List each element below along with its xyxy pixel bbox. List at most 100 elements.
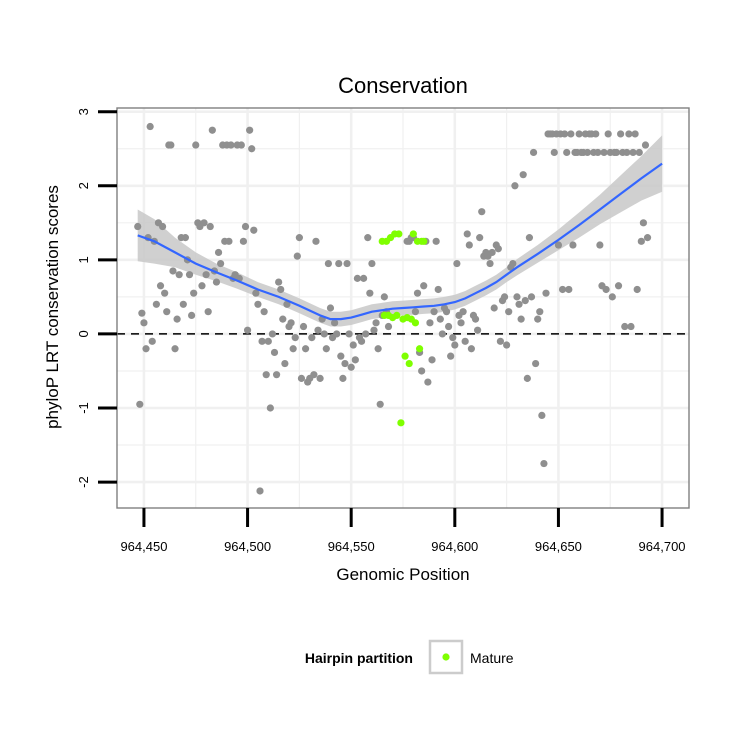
data-point — [515, 300, 523, 308]
mature-point — [415, 345, 424, 353]
data-point — [631, 130, 639, 138]
data-point — [451, 341, 459, 349]
data-point — [260, 308, 268, 316]
data-point — [175, 271, 183, 279]
mature-point — [409, 230, 417, 238]
mature-point — [395, 230, 403, 238]
data-point — [337, 352, 345, 360]
data-point — [413, 289, 422, 297]
data-point — [592, 130, 600, 138]
data-point — [447, 352, 455, 360]
data-point — [268, 330, 277, 338]
data-point — [436, 315, 444, 323]
x-tick-label: 964,450 — [120, 539, 167, 554]
y-tick-label: 0 — [76, 330, 91, 337]
data-point — [204, 308, 212, 316]
data-point — [430, 308, 438, 316]
data-point — [600, 148, 608, 157]
data-point — [250, 226, 258, 234]
x-tick-label: 964,650 — [535, 539, 582, 554]
data-point — [241, 222, 250, 231]
data-point — [360, 274, 368, 282]
data-point — [146, 122, 154, 131]
data-point — [602, 285, 610, 294]
data-point — [270, 348, 279, 357]
data-point — [297, 374, 306, 382]
data-point — [198, 282, 206, 290]
mature-point — [393, 311, 401, 320]
data-point — [380, 293, 388, 301]
data-point — [438, 330, 446, 338]
data-point — [312, 237, 320, 245]
data-point — [324, 259, 332, 268]
data-point — [432, 237, 440, 245]
data-point — [156, 282, 165, 290]
legend-label-mature: Mature — [470, 650, 514, 666]
data-point — [335, 259, 343, 268]
chart-title: Conservation — [338, 73, 468, 98]
data-point — [206, 222, 214, 231]
data-point — [287, 319, 295, 327]
data-point — [509, 259, 517, 268]
x-tick-label: 964,550 — [328, 539, 375, 554]
data-point — [476, 234, 484, 242]
data-point — [169, 267, 177, 275]
data-point — [461, 337, 469, 345]
data-point — [138, 309, 146, 317]
y-tick-label: 1 — [76, 256, 91, 263]
panel-border — [116, 107, 690, 509]
data-point — [558, 285, 567, 294]
data-point — [534, 315, 542, 323]
data-point — [596, 241, 604, 249]
data-point — [623, 148, 631, 157]
data-point — [517, 315, 525, 323]
data-point — [374, 345, 382, 353]
data-point — [540, 459, 548, 468]
data-point — [370, 326, 378, 334]
data-point — [567, 130, 575, 138]
data-point — [148, 337, 156, 345]
legend-title: Hairpin partition — [305, 650, 413, 666]
data-point — [376, 400, 384, 408]
data-point — [272, 371, 281, 379]
data-point — [503, 341, 511, 349]
x-tick-label: 964,500 — [224, 539, 271, 554]
data-point — [243, 326, 252, 334]
data-point — [523, 374, 531, 382]
data-point — [181, 234, 189, 242]
data-point — [614, 282, 623, 290]
x-axis: 964,450 964,500 964,550 964,600 964,650 964,7… — [120, 508, 686, 554]
data-point — [525, 234, 534, 242]
data-point — [420, 282, 428, 290]
legend: Hairpin partition Mature — [305, 639, 514, 675]
data-point — [161, 289, 169, 297]
data-point — [239, 237, 248, 245]
y-tick-label: 2 — [76, 182, 91, 189]
y-axis-label: phyloP LRT conservation scores — [43, 185, 62, 429]
data-point — [281, 359, 289, 368]
data-point — [310, 371, 318, 379]
data-point — [426, 319, 434, 327]
data-point — [214, 248, 223, 257]
data-point — [621, 322, 629, 331]
data-point — [594, 148, 602, 157]
data-point — [252, 289, 260, 297]
data-point — [308, 334, 316, 342]
data-point — [343, 259, 351, 268]
data-point — [434, 285, 442, 294]
data-point — [496, 337, 505, 345]
mature-point — [397, 419, 405, 427]
data-point — [424, 378, 432, 386]
data-point — [471, 315, 480, 323]
data-point — [254, 300, 262, 308]
data-point — [283, 300, 291, 308]
data-point — [326, 304, 335, 312]
data-point — [641, 141, 650, 149]
data-point — [519, 171, 527, 179]
data-point — [428, 356, 436, 364]
data-point — [465, 241, 473, 249]
data-point — [453, 259, 461, 268]
x-tick-label: 964,600 — [431, 539, 478, 554]
data-point — [444, 322, 453, 331]
